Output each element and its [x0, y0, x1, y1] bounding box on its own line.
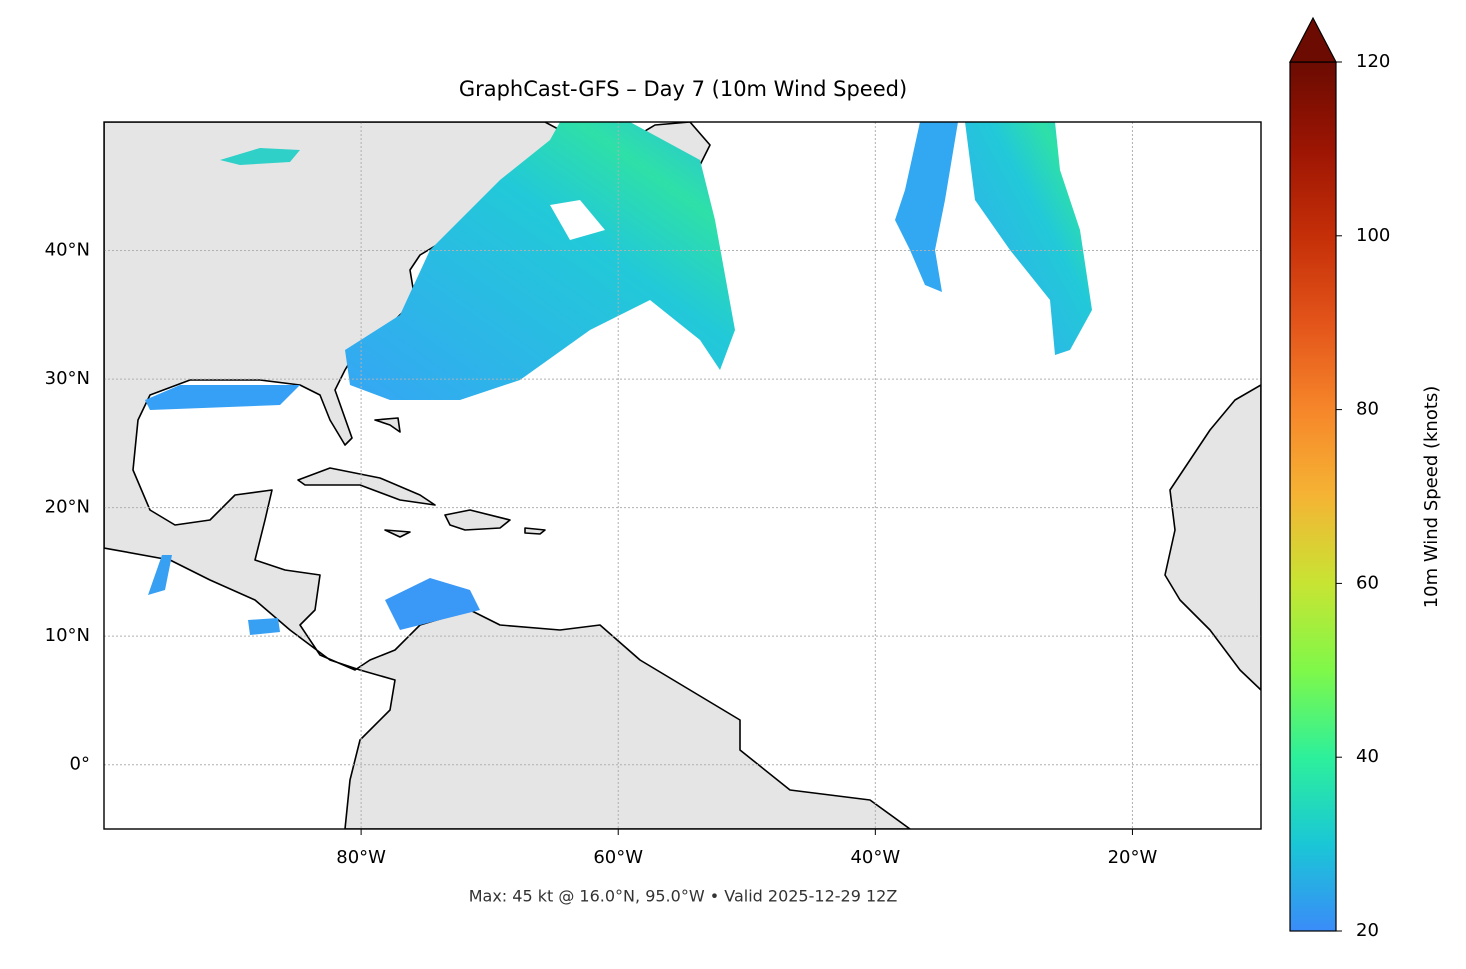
colorbar-tick-label: 40: [1356, 746, 1379, 767]
colorbar-label: 10m Wind Speed (knots): [1421, 386, 1442, 609]
wind-area: [345, 122, 735, 400]
map: [104, 122, 1261, 829]
colorbar-tick-label: 120: [1356, 51, 1390, 72]
jamaica: [384, 529, 411, 538]
colorbar-tick-label: 60: [1356, 572, 1379, 593]
y-tick-label: 40°N: [45, 240, 90, 261]
colorbar: [1289, 61, 1337, 932]
africa: [1164, 384, 1261, 691]
wind-area: [895, 122, 958, 292]
bahamas: [374, 417, 401, 433]
map-frame: [103, 121, 1262, 830]
cuba: [297, 467, 436, 506]
chart-title: GraphCast-GFS – Day 7 (10m Wind Speed): [459, 77, 907, 101]
wind-area: [248, 618, 280, 635]
colorbar-tick-label: 20: [1356, 920, 1379, 941]
wind-area: [148, 555, 172, 595]
puerto-rico: [524, 527, 546, 535]
y-tick-label: 10°N: [45, 625, 90, 646]
wind-area: [145, 385, 300, 410]
wind-area: [965, 122, 1092, 355]
y-tick-label: 20°N: [45, 497, 90, 518]
colorbar-extend: [1289, 16, 1337, 63]
x-tick-label: 40°W: [850, 847, 900, 868]
wind-area: [220, 148, 300, 165]
x-tick-label: 20°W: [1108, 847, 1158, 868]
colorbar-tick-label: 100: [1356, 225, 1390, 246]
x-tick-label: 60°W: [593, 847, 643, 868]
grid: [104, 122, 1261, 829]
hispaniola: [444, 509, 511, 531]
footnote: Max: 45 kt @ 16.0°N, 95.0°W • Valid 2025…: [469, 887, 898, 906]
colorbar-tick-label: 80: [1356, 399, 1379, 420]
calm-area: [550, 200, 605, 240]
wind-area: [385, 578, 480, 630]
y-tick-label: 30°N: [45, 368, 90, 389]
x-tick-label: 80°W: [336, 847, 386, 868]
y-tick-label: 0°: [70, 754, 90, 775]
